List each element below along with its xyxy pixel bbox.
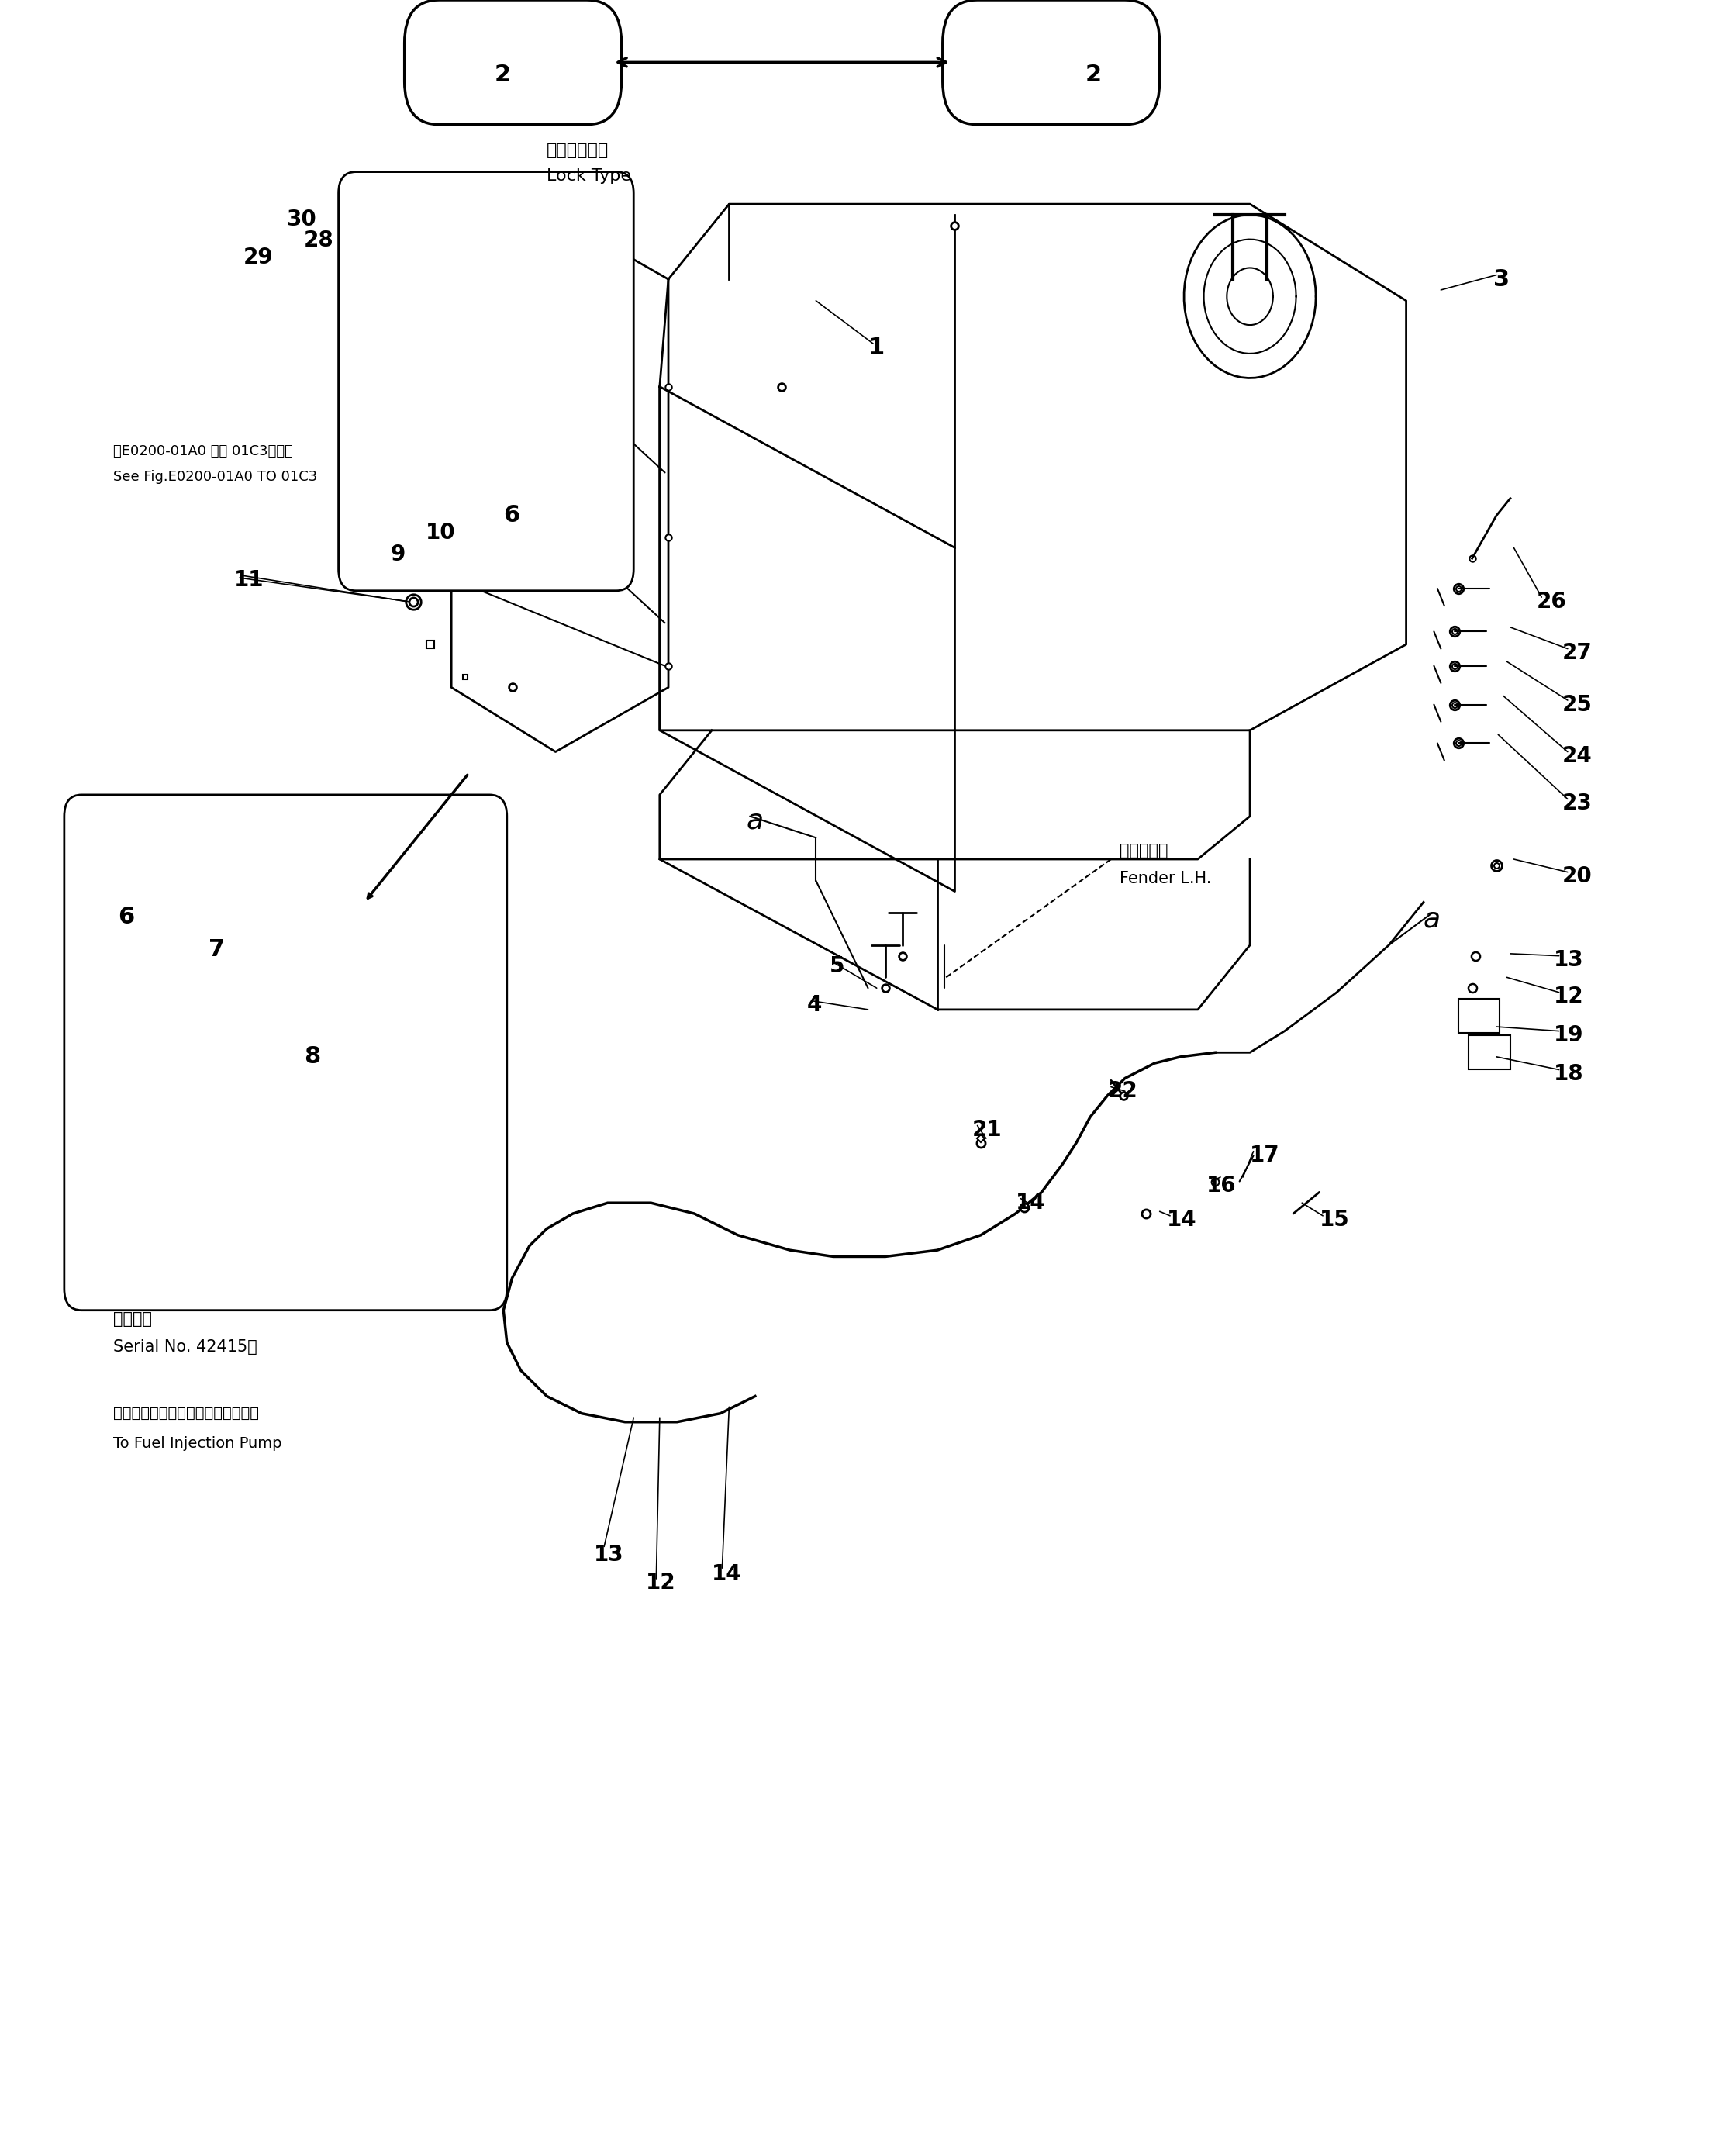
Text: 26: 26 xyxy=(1536,591,1566,612)
Text: 16: 16 xyxy=(1207,1175,1236,1196)
Text: フェエルインジェクションポンプへ: フェエルインジェクションポンプへ xyxy=(113,1407,259,1420)
Text: 17: 17 xyxy=(1250,1145,1279,1166)
Text: 28: 28 xyxy=(304,230,333,251)
Text: 21: 21 xyxy=(972,1119,1002,1141)
Text: ロックタイプ: ロックタイプ xyxy=(547,142,609,159)
Text: 14: 14 xyxy=(1016,1192,1045,1214)
Text: 14: 14 xyxy=(712,1564,741,1585)
Text: 2: 2 xyxy=(495,64,510,86)
Text: 15: 15 xyxy=(1319,1209,1349,1231)
Text: 25: 25 xyxy=(1562,694,1592,715)
Text: 20: 20 xyxy=(1562,866,1592,887)
Text: 12: 12 xyxy=(1554,986,1583,1007)
Text: 6: 6 xyxy=(118,906,134,928)
FancyBboxPatch shape xyxy=(943,0,1160,125)
Text: a: a xyxy=(746,808,764,833)
Text: 1: 1 xyxy=(868,337,884,359)
Text: 5: 5 xyxy=(830,956,845,977)
Text: 7: 7 xyxy=(208,939,224,960)
Text: 10: 10 xyxy=(425,522,455,543)
Bar xyxy=(1469,1035,1510,1070)
FancyBboxPatch shape xyxy=(404,0,621,125)
FancyBboxPatch shape xyxy=(339,172,634,591)
Text: 18: 18 xyxy=(1554,1063,1583,1085)
Text: 8: 8 xyxy=(304,1046,319,1068)
Text: See Fig.E0200-01A0 TO 01C3: See Fig.E0200-01A0 TO 01C3 xyxy=(113,470,318,483)
Text: 4: 4 xyxy=(807,995,823,1016)
Text: 30: 30 xyxy=(286,208,316,230)
Text: 12: 12 xyxy=(646,1572,675,1594)
Text: 3: 3 xyxy=(1493,268,1509,290)
Text: 24: 24 xyxy=(1562,745,1592,767)
Text: フェンダ左: フェンダ左 xyxy=(1120,842,1168,859)
Bar xyxy=(1458,999,1500,1033)
Text: 27: 27 xyxy=(1562,642,1592,664)
Text: 適用号機: 適用号機 xyxy=(113,1310,151,1327)
Text: 19: 19 xyxy=(1554,1025,1583,1046)
Text: 2: 2 xyxy=(1085,64,1101,86)
Text: 第E0200-01A0 から 01C3図参照: 第E0200-01A0 から 01C3図参照 xyxy=(113,445,293,458)
Text: Fender L.H.: Fender L.H. xyxy=(1120,870,1212,887)
Text: To Fuel Injection Pump: To Fuel Injection Pump xyxy=(113,1437,281,1450)
FancyBboxPatch shape xyxy=(64,795,507,1310)
Text: 13: 13 xyxy=(594,1544,623,1566)
Text: Lock Type: Lock Type xyxy=(547,168,632,185)
Text: Serial No. 42415～: Serial No. 42415～ xyxy=(113,1338,257,1355)
Text: 13: 13 xyxy=(1554,949,1583,971)
Text: 11: 11 xyxy=(234,569,264,591)
Text: 23: 23 xyxy=(1562,793,1592,814)
Text: 6: 6 xyxy=(503,505,519,526)
Text: 9: 9 xyxy=(391,543,406,565)
Text: a: a xyxy=(1424,906,1441,932)
Text: 14: 14 xyxy=(1167,1209,1196,1231)
Text: 22: 22 xyxy=(1108,1080,1137,1102)
Text: 29: 29 xyxy=(243,247,273,268)
